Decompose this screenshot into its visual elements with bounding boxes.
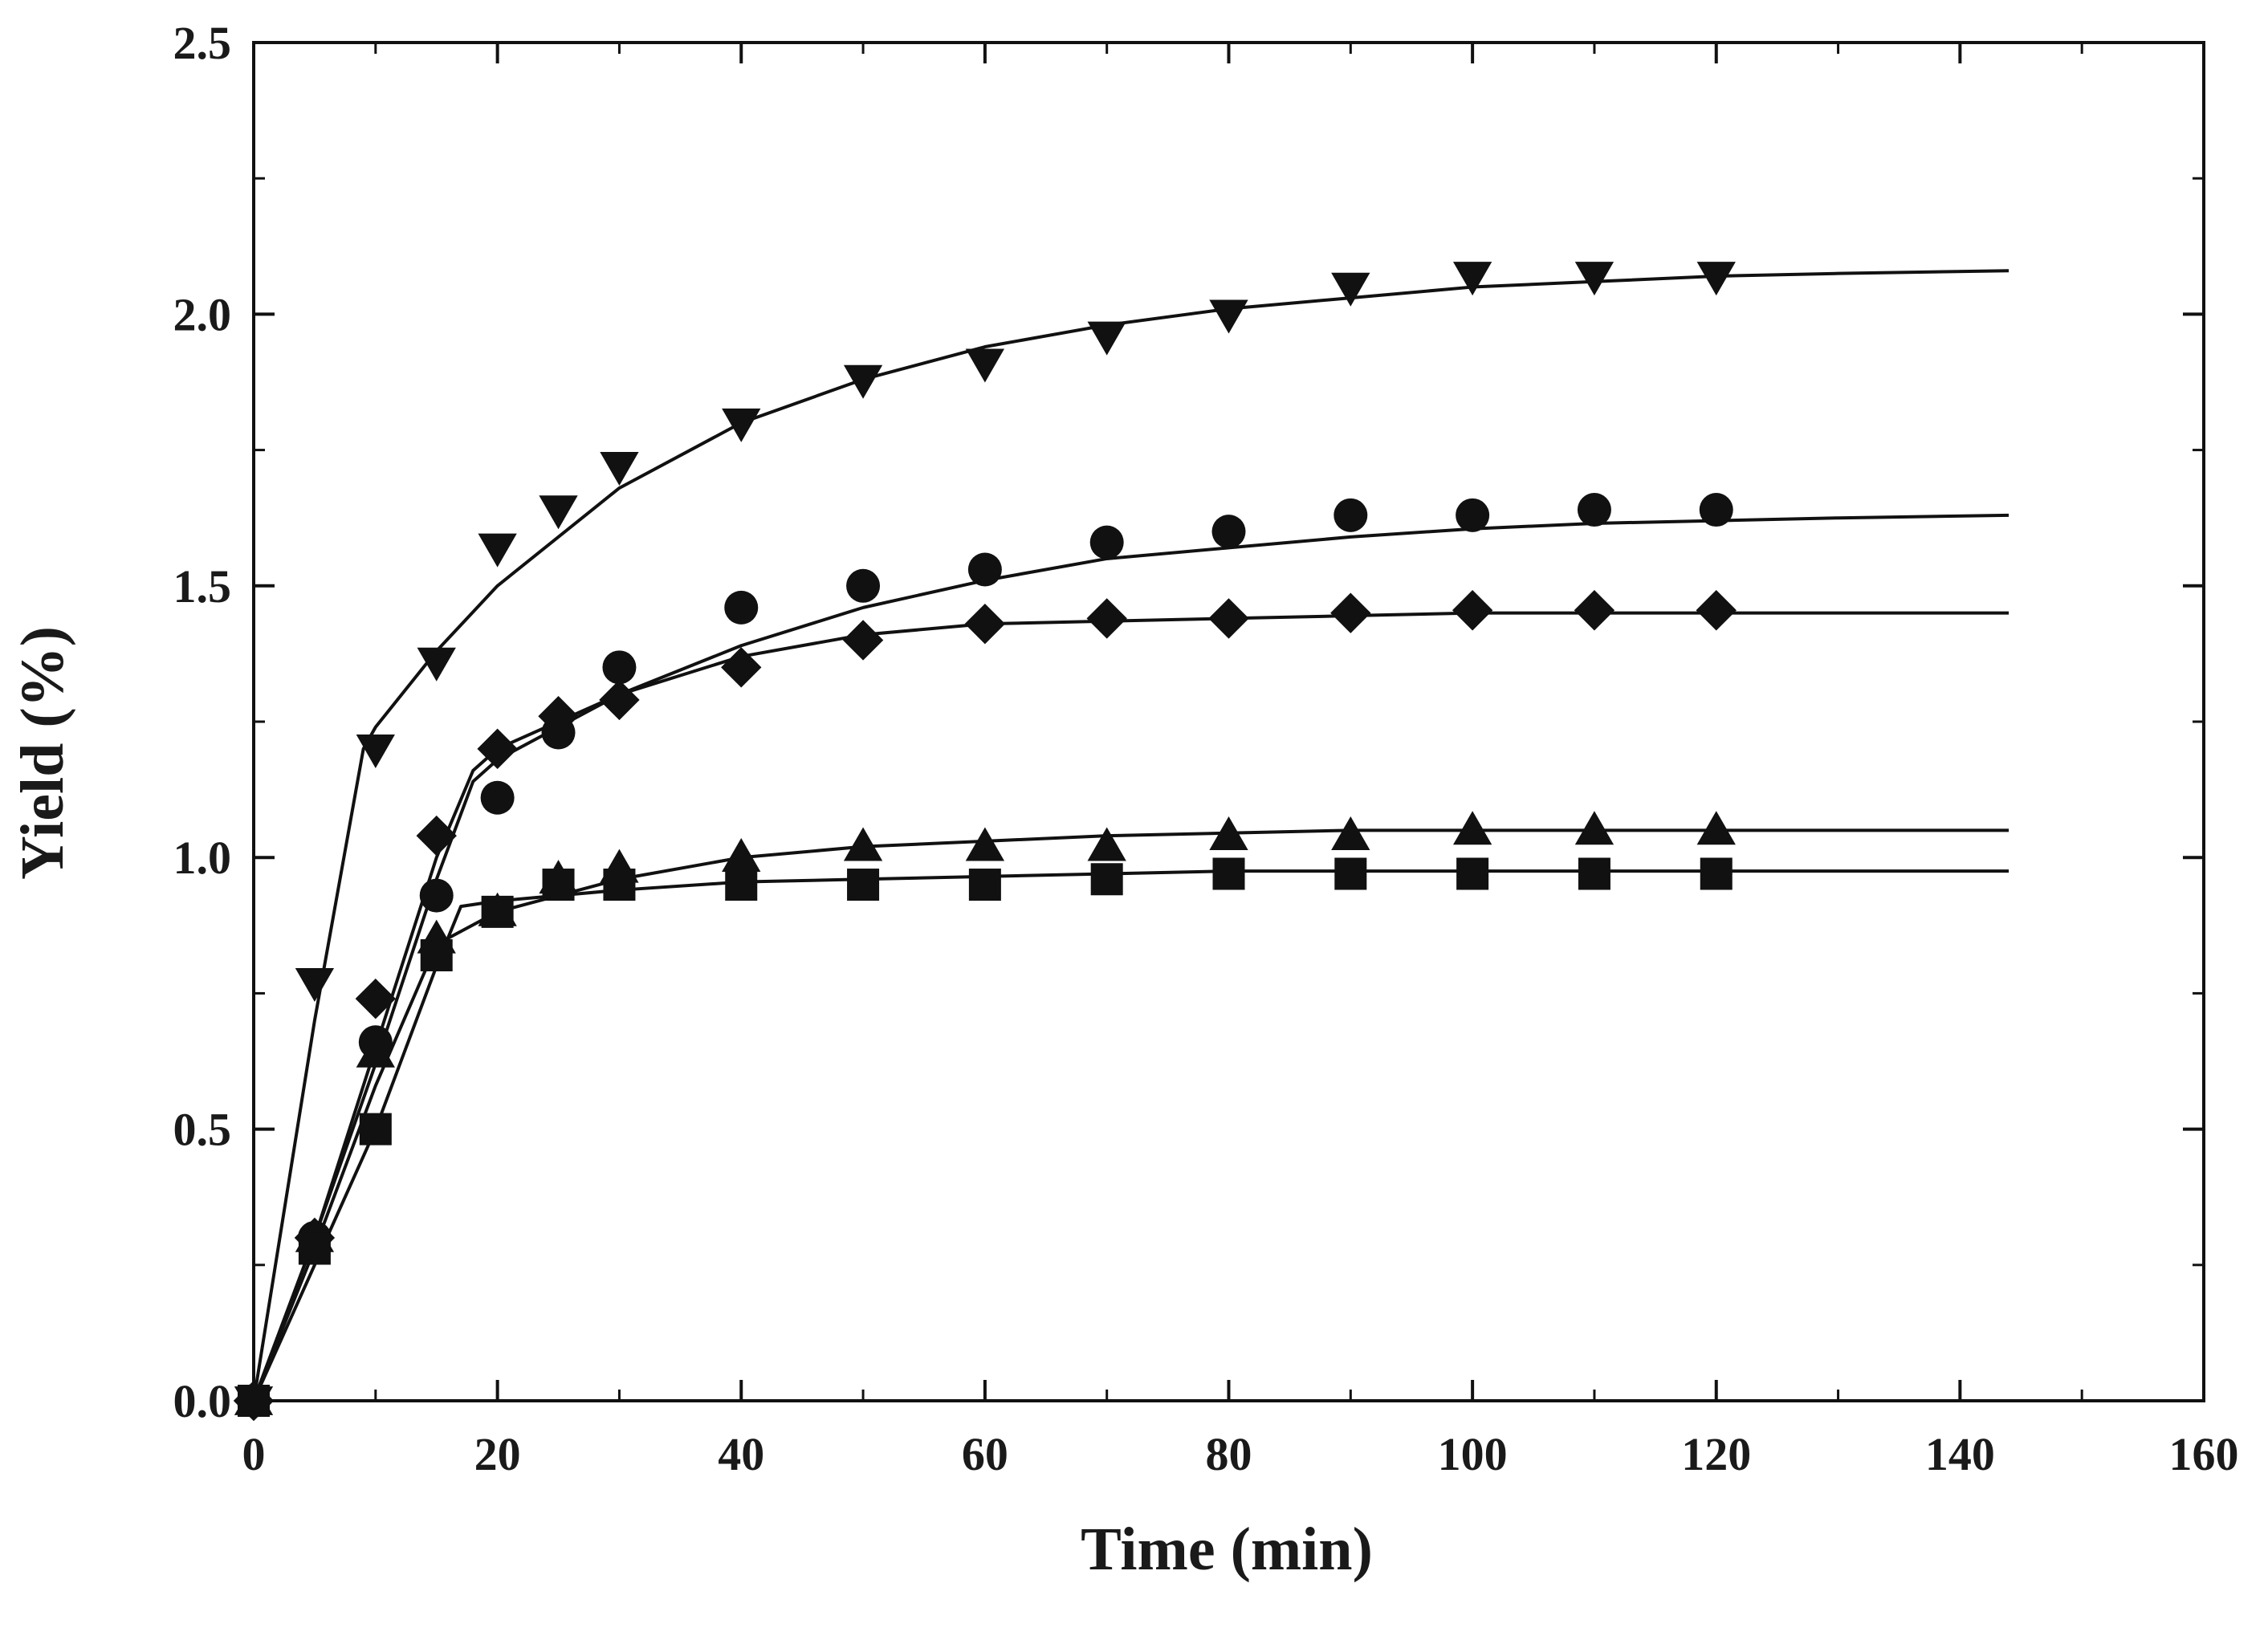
point-square <box>481 895 514 928</box>
x-tick-label: 120 <box>1681 1428 1751 1480</box>
point-square <box>1212 857 1245 890</box>
point-down-triangle <box>600 452 639 486</box>
y-axis-title: Yield (%) <box>9 626 76 880</box>
point-down-triangle <box>965 348 1005 383</box>
point-circle <box>1456 498 1490 532</box>
x-tick-label: 80 <box>1206 1428 1252 1480</box>
x-tick-label: 0 <box>242 1428 266 1480</box>
fit-curves <box>252 269 2009 1402</box>
x-tick-label: 40 <box>718 1428 764 1480</box>
point-down-triangle <box>356 734 395 768</box>
x-axis-title: Time (min) <box>1081 1516 1373 1583</box>
point-triangle-up <box>1574 811 1614 845</box>
fit-curve-diamond <box>252 611 2009 1402</box>
point-square <box>603 869 636 901</box>
point-circle <box>1577 493 1611 527</box>
point-diamond <box>1086 598 1127 639</box>
point-circle <box>602 650 637 685</box>
point-down-triangle <box>1574 262 1614 296</box>
point-square <box>847 869 880 901</box>
point-down-triangle <box>417 647 456 682</box>
point-diamond <box>1208 598 1249 639</box>
point-square <box>359 1113 392 1146</box>
data-markers <box>233 262 1737 1422</box>
point-down-triangle <box>843 364 883 399</box>
point-square <box>1334 857 1367 890</box>
point-circle <box>480 780 515 815</box>
point-circle <box>419 878 454 913</box>
point-down-triangle <box>1331 272 1370 307</box>
point-square <box>1456 857 1489 890</box>
fit-curve-down-triangle <box>252 269 2009 1402</box>
y-axis-ticks: 0.0 0.5 1.0 1.5 2.0 2.5 <box>173 17 2204 1427</box>
point-down-triangle <box>295 968 335 1003</box>
point-down-triangle <box>1209 299 1248 334</box>
fit-curve-circle <box>252 513 2009 1402</box>
x-tick-label: 100 <box>1438 1428 1508 1480</box>
point-down-triangle <box>539 495 578 530</box>
point-diamond <box>355 978 397 1019</box>
point-square <box>1090 863 1123 896</box>
point-square <box>1578 857 1610 890</box>
fit-curve-square <box>252 869 2009 1402</box>
y-tick-label: 2.0 <box>173 288 232 340</box>
x-tick-label: 160 <box>2169 1428 2239 1480</box>
y-tick-label: 2.5 <box>173 17 232 69</box>
point-circle <box>967 552 1002 587</box>
point-square <box>1700 857 1733 890</box>
point-down-triangle <box>1087 321 1126 356</box>
point-diamond <box>1330 592 1371 633</box>
point-square <box>725 869 758 901</box>
point-down-triangle <box>722 408 761 442</box>
point-triangle-up <box>1452 811 1492 845</box>
point-circle <box>846 568 881 603</box>
point-triangle-up <box>1087 827 1126 861</box>
point-square <box>298 1232 331 1265</box>
point-triangle-up <box>1696 811 1736 845</box>
x-tick-label: 20 <box>474 1428 521 1480</box>
point-diamond <box>721 647 762 688</box>
point-circle <box>724 590 759 625</box>
point-diamond <box>964 603 1006 645</box>
point-down-triangle <box>478 533 517 568</box>
point-triangle-up <box>356 1033 395 1068</box>
y-tick-label: 0.5 <box>173 1104 232 1156</box>
x-axis-ticks: 0 20 40 60 80 100 120 140 160 <box>242 43 2239 1480</box>
point-diamond <box>1452 590 1493 631</box>
point-triangle-up <box>965 827 1005 861</box>
point-triangle-up <box>843 827 883 861</box>
point-square <box>968 869 1001 901</box>
point-diamond <box>416 815 457 857</box>
y-tick-label: 1.5 <box>173 560 232 612</box>
point-circle <box>1089 525 1124 560</box>
point-diamond <box>599 679 640 721</box>
point-triangle-up <box>1331 816 1370 850</box>
point-diamond <box>842 620 884 661</box>
point-down-triangle <box>1452 262 1492 296</box>
point-diamond <box>1574 590 1615 631</box>
y-tick-label: 1.0 <box>173 832 232 884</box>
y-tick-label: 0.0 <box>173 1375 232 1427</box>
point-circle <box>1334 498 1368 532</box>
x-tick-label: 140 <box>1925 1428 1995 1480</box>
point-triangle-up <box>722 838 761 873</box>
point-diamond <box>538 696 579 737</box>
point-diamond <box>477 728 518 770</box>
point-triangle-up <box>1209 816 1248 850</box>
point-square <box>420 939 453 972</box>
point-down-triangle <box>1696 262 1736 296</box>
point-circle <box>1211 515 1246 549</box>
point-circle <box>1699 493 1733 527</box>
fit-curve-triangle-up <box>252 828 2009 1402</box>
point-diamond <box>1696 590 1737 631</box>
point-square <box>542 869 575 901</box>
x-tick-label: 60 <box>962 1428 1008 1480</box>
